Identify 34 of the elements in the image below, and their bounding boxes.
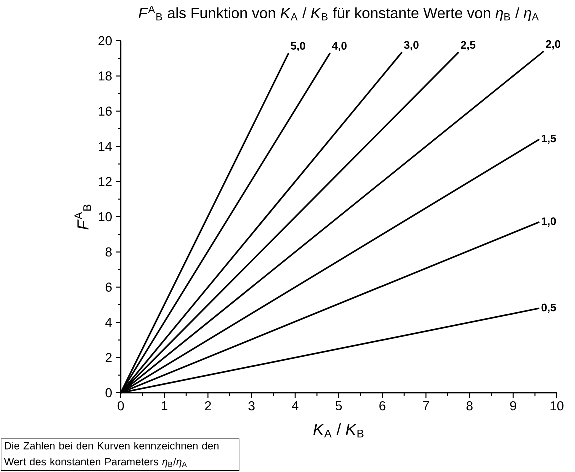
series-label: 2,5 xyxy=(461,41,476,51)
x-axis-title: K$_{A}$ / K$_{B}$ xyxy=(314,424,364,438)
x-tick-label: 3 xyxy=(248,402,255,411)
series-label: 0,5 xyxy=(542,304,556,314)
x-tick-label: 6 xyxy=(380,402,386,411)
x-tick-label: 7 xyxy=(423,402,430,410)
y-axis-title: F$^{A}$B xyxy=(74,204,92,230)
y-tick-label: 8 xyxy=(106,248,112,257)
y-tick-label: 14 xyxy=(99,142,112,152)
y-tick-label: 0 xyxy=(106,388,112,398)
series-label: 5,0 xyxy=(291,42,306,52)
y-tick-label: 18 xyxy=(99,72,112,81)
x-tick-label: 10 xyxy=(550,402,564,411)
y-tick-label: 12 xyxy=(99,177,112,186)
series-label: 3,0 xyxy=(404,41,419,51)
text: Die Zahlen bei den Kurven kennzeichnen den Wert des konstanten Parameters η$_{B}$/η$_{A}$ xyxy=(4,442,219,468)
x-tick-label: 0 xyxy=(118,402,124,411)
x-tick-label: 5 xyxy=(336,402,342,411)
y-tick-label: 4 xyxy=(106,318,112,328)
x-tick-label: 8 xyxy=(466,402,473,411)
y-tick-label: 10 xyxy=(99,212,112,222)
series-label: 4,0 xyxy=(332,42,347,52)
x-tick-label: 9 xyxy=(510,402,516,411)
series-label: 2,0 xyxy=(546,40,560,50)
y-tick-label: 6 xyxy=(106,282,112,292)
x-tick-label: 4 xyxy=(292,402,299,410)
y-tick-label: 16 xyxy=(99,106,112,116)
series-label: 1,5 xyxy=(542,134,556,144)
series-label: 1,0 xyxy=(542,218,556,227)
x-tick-label: 2 xyxy=(205,402,212,411)
y-tick-label: 2 xyxy=(106,353,112,362)
x-tick-label: 1 xyxy=(162,402,168,410)
y-tick-label: 20 xyxy=(98,36,112,46)
chart-title: F$^{A}$$_{B}$ als Funktion von K$_{A}$ / K$_{B}$ für konstante Werte von η$_{B}$ / η$_{A}$ xyxy=(138,6,539,22)
